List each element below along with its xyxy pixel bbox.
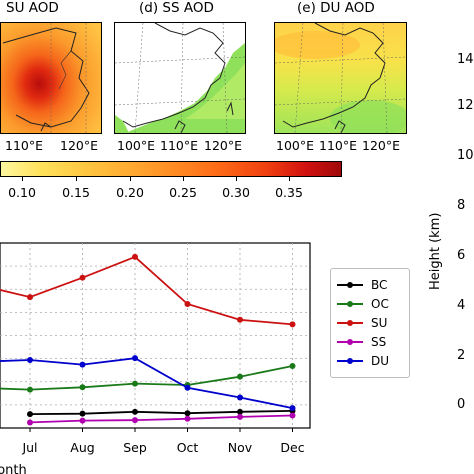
cb-tick-label: 0.25 (169, 185, 197, 200)
ss-aod-title: (d) SS AOD (139, 0, 214, 16)
cb-tick-label: 0.15 (62, 185, 90, 200)
data-point-bc (237, 408, 243, 415)
data-point-ss (289, 412, 296, 419)
legend-label-bc: BC (371, 277, 388, 292)
series-line-ss (29, 414, 293, 424)
cb-tickmark (236, 177, 237, 181)
legend-item-oc: OC (337, 294, 403, 313)
legend-item-su: SU (337, 313, 403, 332)
x-tick-label-sep: Sep (123, 440, 147, 455)
data-point-oc (237, 373, 243, 380)
height-tick: 4 (457, 298, 466, 313)
data-point-oc (289, 363, 296, 370)
du-aod-map (274, 22, 407, 134)
su-aod-title: SU AOD (6, 0, 59, 16)
cb-tickmark (289, 177, 290, 181)
data-point-ss (27, 419, 33, 426)
legend-swatch-bc (337, 279, 363, 291)
chart-legend: BC OC SU SS DU (330, 268, 410, 378)
data-point-du (27, 357, 33, 364)
data-point-du (184, 384, 191, 391)
x-tick-label-nov: Nov (228, 440, 253, 455)
data-point-su (289, 321, 296, 328)
cb-tickmark (183, 177, 184, 181)
ss-aod-map (114, 22, 246, 134)
data-point-du (237, 394, 243, 401)
x-tick-label-oct: Oct (177, 440, 199, 455)
legend-swatch-su (337, 317, 363, 329)
height-tick: 6 (457, 248, 466, 263)
data-point-bc (132, 408, 138, 415)
x-tick-label-dec: Dec (280, 440, 304, 455)
data-point-su (237, 316, 243, 323)
cb-tick-label: 0.10 (8, 185, 36, 200)
data-point-ss (132, 417, 138, 424)
cb-tickmark (22, 177, 23, 181)
data-point-du (289, 405, 296, 412)
data-point-ss (79, 417, 86, 424)
ss-lon-label-120: 120°E (204, 138, 243, 153)
data-point-bc (27, 411, 33, 418)
data-point-du (132, 355, 138, 362)
data-point-bc (184, 410, 191, 417)
data-point-du (79, 361, 86, 368)
height-tick: 2 (457, 348, 466, 363)
x-axis-label: Month (0, 463, 27, 474)
legend-swatch-du (337, 355, 363, 367)
height-tick: 10 (457, 148, 474, 163)
data-point-su (79, 274, 86, 281)
cb-tick-label: 0.35 (275, 185, 303, 200)
du-lon-label-100: 100°E (276, 138, 315, 153)
height-axis-label: Height (km) (428, 212, 443, 290)
legend-item-ss: SS (337, 332, 403, 351)
su-lon-label-110: 110°E (5, 138, 44, 153)
legend-item-bc: BC (337, 275, 403, 294)
x-tick-label-jul: Jul (21, 440, 37, 455)
du-lon-label-110: 110°E (319, 138, 358, 153)
cb-tick-label: 0.30 (222, 185, 250, 200)
height-tick: 12 (457, 98, 474, 113)
legend-item-du: DU (337, 351, 403, 370)
data-point-ss (184, 415, 191, 422)
data-point-bc (79, 410, 86, 417)
legend-label-ss: SS (371, 334, 387, 349)
monthly-aod-line-chart: Jul Aug Sep Oct Nov Dec Month (0, 242, 311, 474)
series-line-oc (0, 365, 293, 391)
du-lon-label-120: 120°E (362, 138, 401, 153)
plot-frame (0, 242, 311, 429)
ss-lon-label-100: 100°E (117, 138, 156, 153)
cb-tickmark (76, 177, 77, 181)
cb-tickmark (130, 177, 131, 181)
data-point-su (132, 253, 138, 260)
data-point-oc (79, 384, 86, 391)
height-tick: 0 (457, 397, 466, 412)
du-aod-title: (e) DU AOD (297, 0, 375, 16)
legend-label-du: DU (371, 353, 390, 368)
ss-lon-label-110: 110°E (160, 138, 199, 153)
cb-tick-label: 0.20 (116, 185, 144, 200)
series-line-bc (29, 410, 293, 415)
series-line-su (0, 255, 293, 326)
legend-label-su: SU (371, 315, 388, 330)
su-aod-map (0, 22, 102, 134)
data-point-ss (237, 413, 243, 420)
legend-swatch-ss (337, 336, 363, 348)
data-point-su (184, 301, 191, 308)
legend-label-oc: OC (371, 296, 389, 311)
legend-swatch-oc (337, 298, 363, 310)
su-lon-label-120: 120°E (60, 138, 99, 153)
data-point-su (27, 294, 33, 301)
x-tick-label-aug: Aug (70, 440, 94, 455)
aod-colorbar (0, 161, 342, 177)
height-tick: 14 (457, 52, 474, 67)
data-point-oc (27, 386, 33, 393)
height-tick: 8 (457, 198, 466, 213)
data-point-oc (132, 380, 138, 387)
